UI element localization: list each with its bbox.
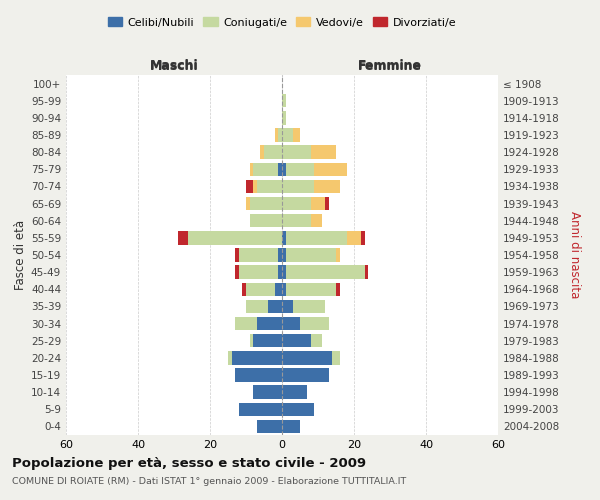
Bar [264,146,282,159]
Bar [282,317,300,330]
Bar [336,248,340,262]
Bar [282,386,307,399]
Bar [246,300,268,313]
Text: Maschi: Maschi [149,58,199,71]
Bar [239,266,278,279]
Bar [275,282,282,296]
Bar [286,231,347,244]
Bar [300,317,329,330]
Bar [250,197,282,210]
Bar [282,334,311,347]
Bar [278,128,282,141]
Bar [286,162,314,176]
Bar [282,214,311,228]
Bar [314,180,340,193]
Bar [253,334,282,347]
Text: Maschi: Maschi [149,60,199,72]
Bar [282,248,286,262]
Bar [325,197,329,210]
Bar [257,317,282,330]
Bar [250,162,253,176]
Bar [361,231,365,244]
Legend: Celibi/Nubili, Coniugati/e, Vedovi/e, Divorziati/e: Celibi/Nubili, Coniugati/e, Vedovi/e, Di… [103,13,461,32]
Bar [250,334,253,347]
Bar [278,162,282,176]
Bar [282,300,293,313]
Bar [232,351,282,364]
Bar [282,162,286,176]
Bar [282,282,286,296]
Bar [314,162,347,176]
Bar [257,180,282,193]
Text: Femmine: Femmine [358,60,422,72]
Bar [239,402,282,416]
Bar [253,386,282,399]
Text: Popolazione per età, sesso e stato civile - 2009: Popolazione per età, sesso e stato civil… [12,458,366,470]
Bar [286,282,336,296]
Bar [293,300,325,313]
Bar [282,111,286,124]
Bar [286,248,336,262]
Bar [332,351,340,364]
Y-axis label: Anni di nascita: Anni di nascita [568,212,581,298]
Y-axis label: Fasce di età: Fasce di età [14,220,27,290]
Bar [268,300,282,313]
Bar [188,231,282,244]
Bar [282,402,314,416]
Bar [278,248,282,262]
Bar [282,420,300,433]
Bar [246,282,275,296]
Bar [260,146,264,159]
Bar [178,231,188,244]
Bar [250,214,282,228]
Bar [275,128,278,141]
Text: COMUNE DI ROIATE (RM) - Dati ISTAT 1° gennaio 2009 - Elaborazione TUTTITALIA.IT: COMUNE DI ROIATE (RM) - Dati ISTAT 1° ge… [12,478,406,486]
Bar [235,317,257,330]
Bar [282,146,311,159]
Bar [239,248,278,262]
Bar [282,266,286,279]
Bar [282,231,286,244]
Bar [278,266,282,279]
Bar [282,128,293,141]
Bar [242,282,246,296]
Bar [253,180,257,193]
Bar [235,266,239,279]
Bar [365,266,368,279]
Bar [311,334,322,347]
Bar [336,282,340,296]
Text: Femmine: Femmine [358,58,422,71]
Bar [311,146,336,159]
Bar [235,248,239,262]
Bar [257,420,282,433]
Bar [347,231,361,244]
Bar [311,197,325,210]
Bar [282,94,286,108]
Bar [293,128,300,141]
Bar [282,351,332,364]
Bar [246,180,253,193]
Bar [253,162,278,176]
Bar [282,180,314,193]
Bar [282,368,329,382]
Bar [228,351,232,364]
Bar [311,214,322,228]
Bar [246,197,250,210]
Bar [235,368,282,382]
Bar [282,197,311,210]
Bar [286,266,365,279]
